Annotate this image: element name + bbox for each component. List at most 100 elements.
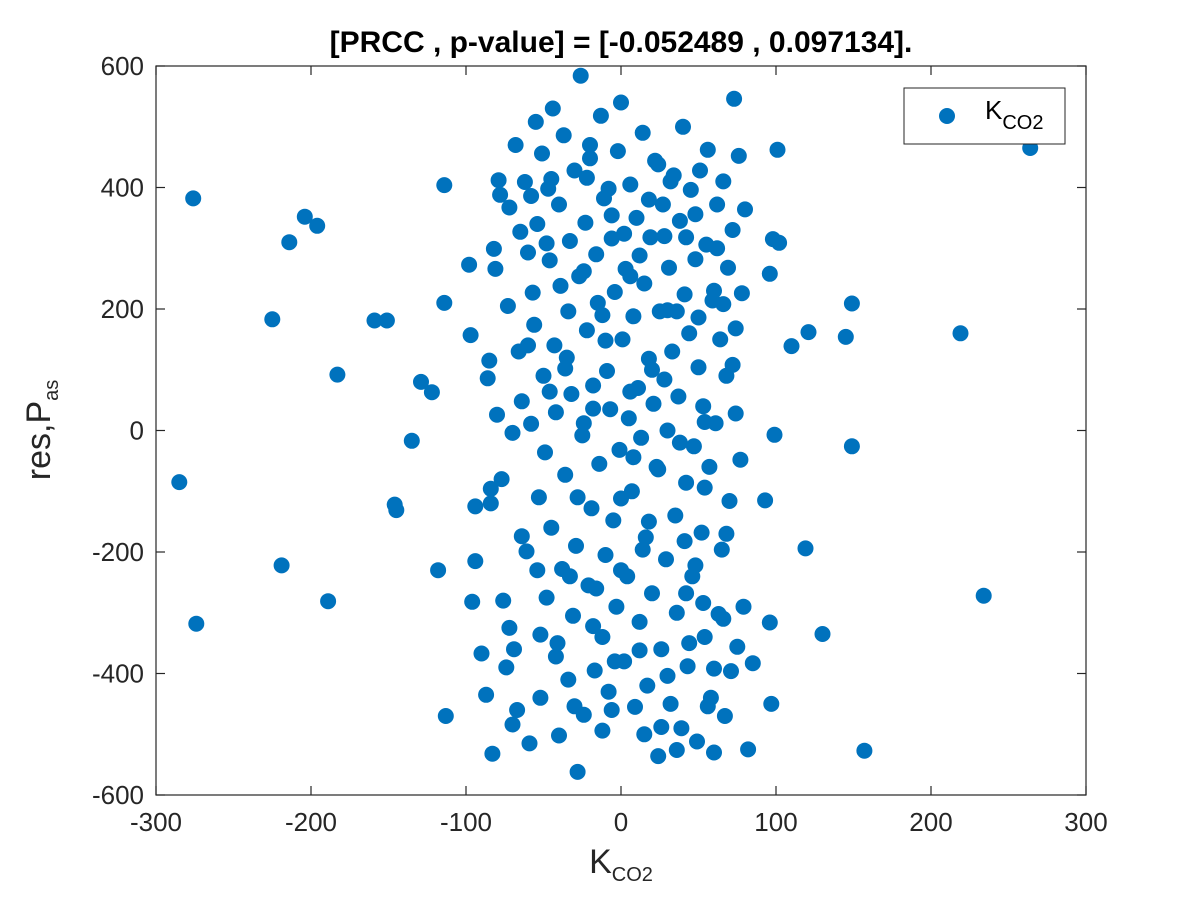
data-point-158 [682, 181, 699, 198]
x-axis-label: KCO2 [589, 843, 653, 886]
data-point-84 [568, 537, 584, 554]
data-point-256 [727, 405, 744, 422]
data-point-198 [761, 614, 778, 631]
data-point-228 [696, 479, 713, 496]
data-point-27 [478, 686, 495, 703]
plot-area [156, 66, 1086, 795]
data-point-257 [520, 337, 536, 354]
data-point-97 [588, 246, 605, 263]
data-point-14 [403, 432, 420, 449]
data-point-107 [603, 230, 620, 247]
data-point-206 [800, 324, 817, 341]
data-point-278 [715, 296, 732, 313]
data-point-94 [583, 500, 600, 517]
data-point-202 [769, 141, 786, 158]
data-point-250 [671, 434, 688, 451]
data-point-280 [636, 726, 653, 743]
data-point-215 [575, 415, 592, 432]
data-point-69 [544, 100, 561, 117]
data-point-222 [640, 513, 657, 530]
data-point-96 [586, 662, 603, 679]
data-point-59 [529, 216, 546, 232]
data-point-157 [681, 325, 698, 342]
data-point-233 [513, 528, 530, 545]
data-point-32 [484, 745, 501, 762]
data-point-62 [534, 145, 550, 162]
data-point-261 [557, 360, 574, 377]
legend: KCO2 [903, 87, 1066, 145]
data-point-130 [639, 677, 656, 694]
data-point-98 [589, 294, 606, 311]
data-point-58 [527, 113, 544, 130]
data-point-231 [724, 356, 741, 373]
data-point-5 [281, 234, 298, 251]
data-point-119 [622, 176, 639, 193]
data-point-226 [678, 585, 695, 602]
y-tick-label-3: 0 [130, 416, 144, 446]
data-point-26 [473, 645, 490, 662]
x-tick-label-3: 0 [614, 807, 628, 837]
data-point-22 [462, 327, 479, 344]
legend-label-main: K [985, 95, 1003, 125]
legend-box [903, 87, 1066, 145]
data-point-50 [513, 393, 530, 410]
data-point-243 [606, 653, 623, 670]
data-point-82 [565, 607, 581, 624]
data-point-109 [606, 284, 623, 300]
data-point-126 [633, 429, 650, 446]
data-point-179 [715, 173, 732, 190]
data-point-164 [692, 162, 708, 179]
data-point-235 [532, 626, 549, 643]
data-point-74 [552, 277, 569, 294]
data-point-277 [706, 660, 722, 677]
data-point-118 [620, 410, 637, 427]
data-point-156 [679, 658, 696, 675]
y-tick-labels: -600 -400 -200 0 200 400 600 [92, 51, 144, 810]
data-point-4 [273, 557, 290, 574]
data-point-65 [538, 589, 555, 606]
data-point-237 [551, 727, 567, 744]
data-point-112 [611, 441, 628, 458]
data-point-267 [613, 490, 629, 507]
data-point-55 [523, 415, 540, 432]
data-point-249 [662, 173, 679, 190]
data-point-160 [685, 438, 702, 455]
data-point-197 [761, 265, 778, 282]
data-point-211 [856, 742, 873, 759]
data-point-16 [423, 384, 440, 401]
data-point-219 [613, 562, 629, 579]
legend-label: KCO2 [985, 95, 1043, 134]
data-point-286 [695, 595, 712, 611]
data-point-106 [602, 401, 619, 418]
data-point-248 [653, 719, 670, 735]
data-point-128 [636, 275, 653, 292]
data-point-170 [701, 458, 718, 475]
data-point-72 [549, 635, 566, 652]
data-point-182 [720, 259, 736, 276]
data-point-54 [521, 735, 538, 752]
data-point-273 [668, 742, 685, 758]
data-point-20 [437, 708, 454, 724]
data-point-81 [563, 386, 580, 402]
data-point-90 [577, 214, 594, 231]
data-point-108 [605, 512, 622, 529]
y-tick-label-4: 200 [101, 294, 144, 324]
data-point-79 [560, 671, 577, 688]
data-point-40 [498, 659, 515, 676]
data-point-2 [188, 615, 205, 632]
data-point-284 [676, 533, 693, 550]
data-point-153 [675, 118, 691, 135]
data-point-64 [537, 444, 553, 461]
data-point-183 [721, 493, 738, 509]
data-point-196 [757, 492, 774, 509]
data-point-283 [561, 568, 578, 585]
data-point-52 [518, 543, 535, 560]
data-point-53 [520, 244, 536, 261]
data-point-262 [566, 698, 583, 715]
data-point-279 [582, 137, 598, 153]
x-tick-label-0: -300 [130, 807, 182, 837]
data-point-36 [490, 172, 507, 189]
data-point-30 [482, 480, 499, 497]
data-point-253 [699, 698, 716, 715]
data-point-265 [594, 722, 611, 739]
